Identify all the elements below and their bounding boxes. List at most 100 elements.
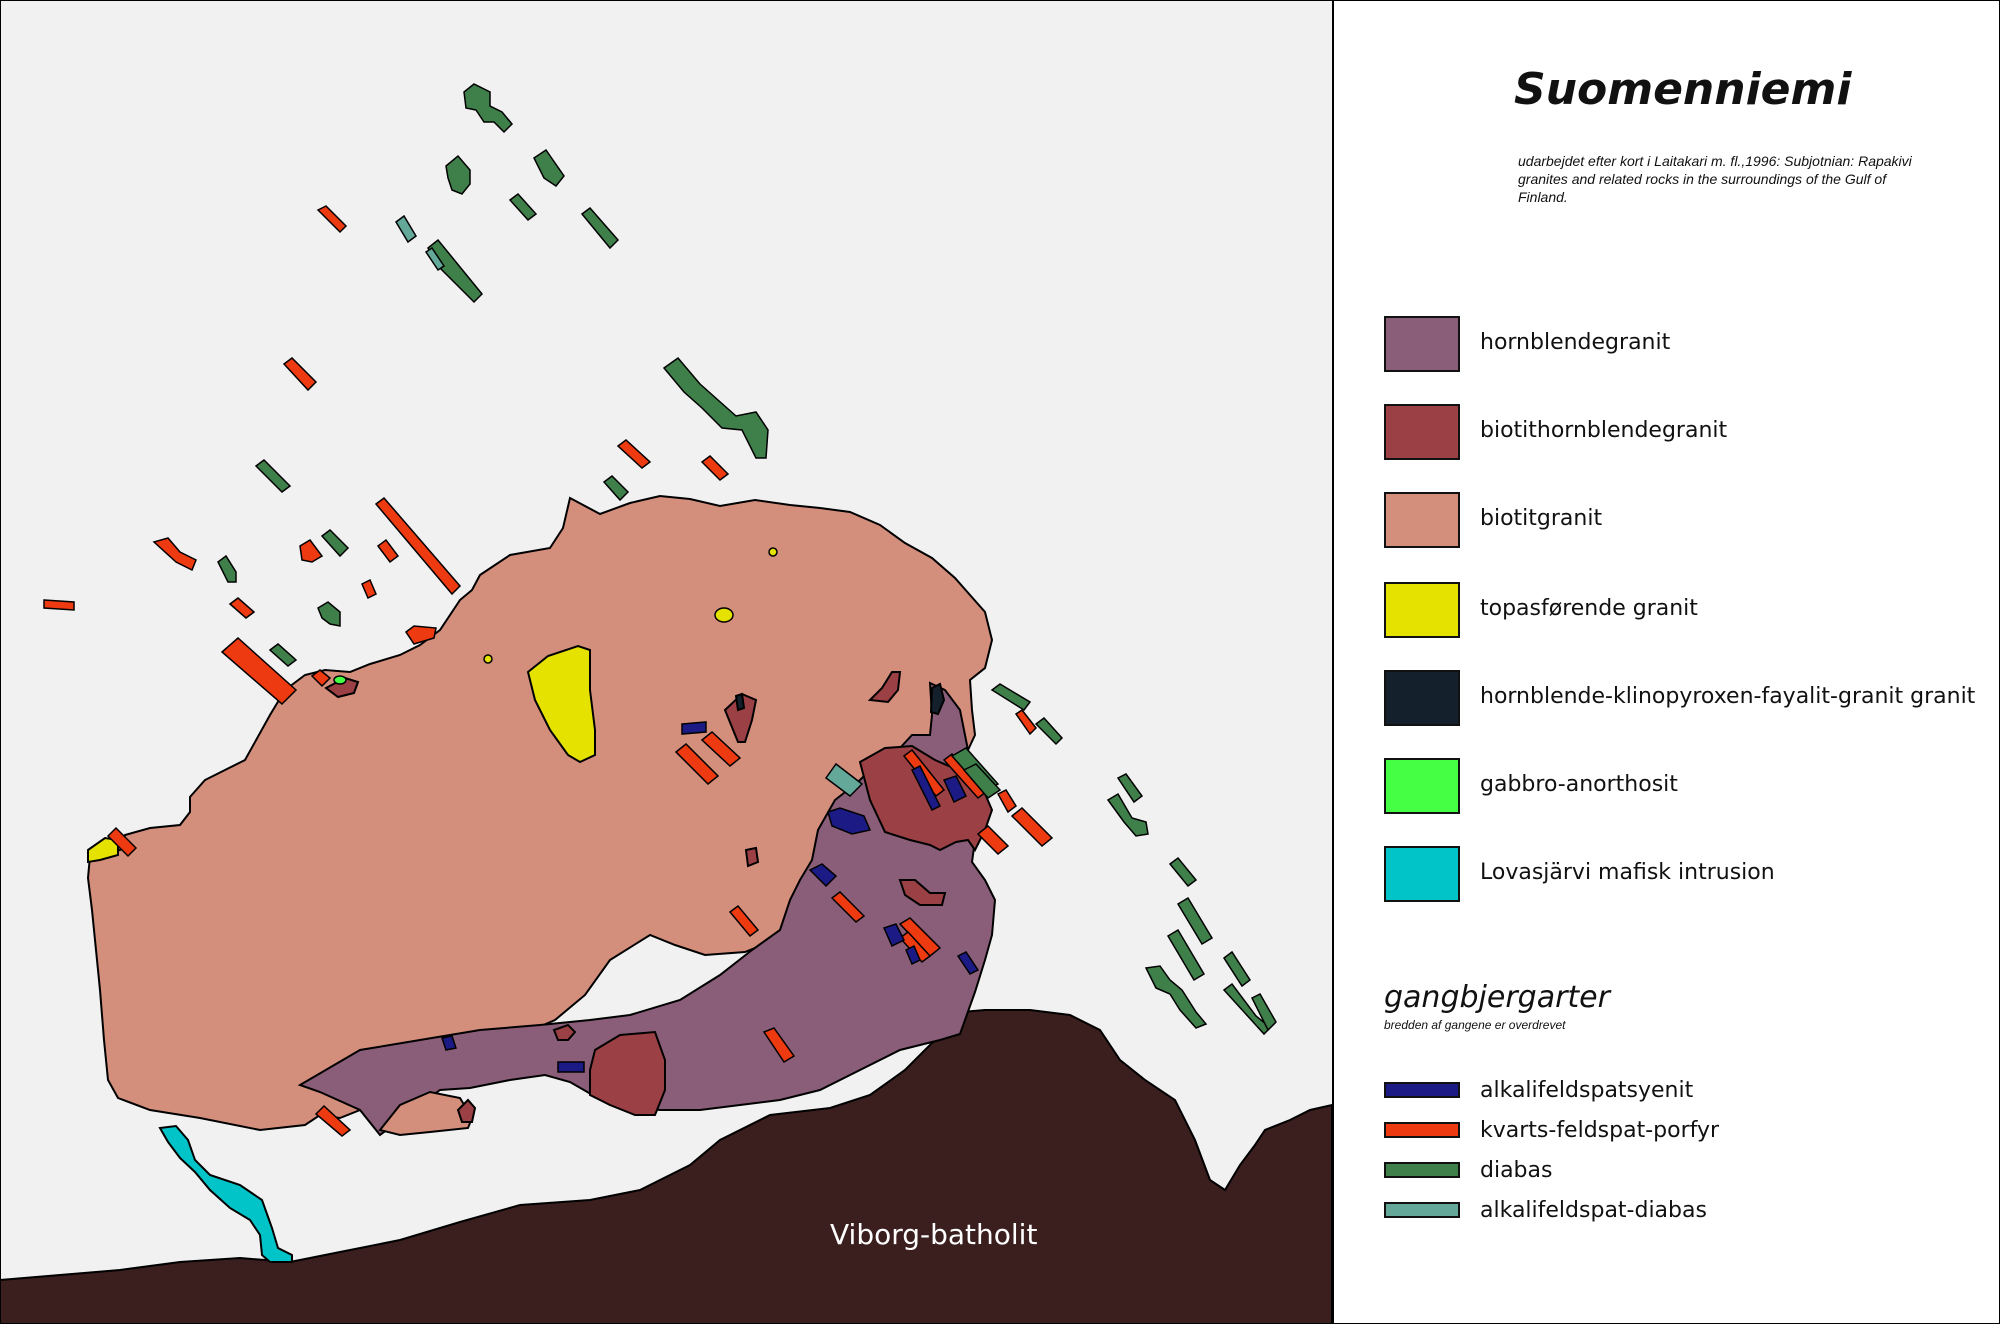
- dike-legend-label: diabas: [1480, 1158, 1553, 1183]
- alkalifeldspatsyenit-dike: [905, 944, 921, 966]
- kvarts-dike: [762, 1027, 796, 1064]
- topasforende-granit-dot-1: [714, 607, 734, 623]
- biotithornblendegranit-patch-5: [744, 846, 760, 868]
- kvarts-dike: [830, 891, 866, 923]
- kvarts-dike: [700, 455, 730, 481]
- legend-label: biotitgranit: [1480, 506, 1603, 531]
- dike-legend-swatch: [1384, 1162, 1460, 1178]
- kvarts-dike: [1014, 708, 1037, 736]
- biotithornblendegranit-patch-6: [552, 1023, 577, 1041]
- alkalifeldspatsyenit-dike: [956, 951, 980, 975]
- legend-item: hornblendegranit: [1384, 316, 1984, 374]
- diabas-dike: [445, 154, 471, 195]
- legend-item: biotitgranit: [1384, 492, 1984, 550]
- alkalifeldspat-diabas-dikes: [395, 214, 864, 797]
- legend-swatch: [1384, 670, 1460, 726]
- biotithornblendegranit-patch-7: [456, 1098, 477, 1123]
- dike-legend-swatch: [1384, 1122, 1460, 1138]
- legend-item: hornblende-klinopyroxen-fayalit-granit g…: [1384, 670, 1984, 728]
- alkalifeldspatsyenit-dike: [882, 923, 906, 948]
- legend-label: Lovasjärvi mafisk intrusion: [1480, 860, 1775, 885]
- legend-swatch: [1384, 404, 1460, 460]
- diabas-dike: [1166, 928, 1206, 982]
- diabas-dike: [962, 763, 1002, 799]
- gabbro-anorthosit-patch: [333, 675, 347, 685]
- fayalit-granit-patch-1: [929, 682, 946, 716]
- topasforende-granit-west: [87, 836, 119, 864]
- alkalifeldspatsyenit-dike: [942, 775, 968, 804]
- dike-legend-item: alkalifeldspatsyenit: [1384, 1078, 1984, 1103]
- legend-label: topasførende granit: [1480, 596, 1698, 621]
- kvarts-dike: [404, 625, 437, 645]
- diabas-dike: [268, 643, 298, 667]
- diabas-dike: [320, 529, 350, 558]
- kvarts-dike: [152, 537, 197, 572]
- alkalifeldspatsyenit-dike: [441, 1035, 457, 1051]
- legend-label: gabbro-anorthosit: [1480, 772, 1678, 797]
- kvarts-dike: [374, 496, 462, 596]
- kvarts-dike: [316, 205, 348, 234]
- legend-label: hornblendegranit: [1480, 330, 1671, 355]
- alkalifeldspat-diabas-dike: [824, 762, 864, 797]
- batholit-label: Viborg-batholit: [830, 1218, 1038, 1251]
- legend-label: hornblende-klinopyroxen-fayalit-granit g…: [1480, 684, 1976, 709]
- alkalifeldspatsyenit-dike: [557, 1061, 585, 1073]
- biotithornblendegranit-patch-3: [867, 671, 902, 704]
- kvarts-dike: [310, 669, 332, 688]
- kvarts-dike: [43, 599, 75, 611]
- diabas-dike: [1250, 993, 1277, 1032]
- diabas-dike: [463, 83, 514, 134]
- legend-item: Lovasjärvi mafisk intrusion: [1384, 846, 1984, 904]
- kvarts-dike: [314, 1104, 352, 1137]
- map-title: Suomenniemi: [1514, 64, 1852, 115]
- dike-legend-item: diabas: [1384, 1158, 1984, 1183]
- diabas-dike: [1222, 950, 1252, 988]
- dike-legend-label: kvarts-feldspat-porfyr: [1480, 1118, 1720, 1143]
- diabas-dike: [1144, 965, 1208, 1029]
- dikes-title: gangbjergarter: [1384, 980, 1610, 1015]
- legend-label: biotithornblendegranit: [1480, 418, 1728, 443]
- dike-legend-swatch: [1384, 1202, 1460, 1218]
- kvarts-dike: [361, 578, 377, 600]
- topasforende-granit-dot-3: [483, 654, 493, 664]
- geological-map: Viborg-batholit: [0, 0, 1333, 1325]
- diabas-dike: [533, 148, 565, 188]
- diabas-dike: [1168, 856, 1198, 888]
- diabas-dike: [508, 192, 538, 222]
- dike-legend-label: alkalifeldspat-diabas: [1480, 1198, 1707, 1223]
- topasforende-granit-main: [526, 644, 596, 764]
- kvarts-dike: [1010, 806, 1054, 848]
- kvarts-dike: [700, 731, 742, 767]
- alkalifeldspat-diabas-dike: [395, 214, 417, 244]
- diabas-dike: [317, 601, 341, 627]
- legend-item: gabbro-anorthosit: [1384, 758, 1984, 816]
- kvarts-dike: [376, 538, 400, 564]
- diabas-dikes: [217, 83, 1277, 1036]
- legend-swatch: [1384, 582, 1460, 638]
- legend-swatch: [1384, 316, 1460, 372]
- fayalit-granit-patch-2: [734, 692, 746, 712]
- diabas-dike: [1034, 716, 1064, 746]
- alkalifeldspatsyenit-dike: [808, 863, 838, 888]
- map-svg: [0, 0, 1333, 1325]
- diabas-dike: [1116, 773, 1144, 804]
- diabas-dike: [1176, 896, 1214, 946]
- kvarts-dike: [228, 597, 256, 619]
- diabas-dike: [254, 459, 292, 493]
- diabas-dike: [217, 554, 237, 583]
- biotithornblendegranit-south: [589, 1030, 666, 1116]
- kvarts-dike: [220, 636, 298, 706]
- diabas-dike: [580, 206, 620, 250]
- dike-legend-label: alkalifeldspatsyenit: [1480, 1078, 1694, 1103]
- alkalifeldspatsyenit-dike: [910, 764, 942, 812]
- alkalifeldspatsyenit-dike: [681, 721, 707, 735]
- kvarts-dike: [674, 742, 720, 786]
- kvarts-dike: [996, 789, 1018, 814]
- kvarts-dike: [106, 826, 138, 858]
- kvarts-dike: [728, 904, 760, 938]
- legend-item: topasførende granit: [1384, 582, 1984, 640]
- legend-swatch: [1384, 492, 1460, 548]
- alkalifeldspat-diabas-dike: [424, 246, 446, 272]
- kvarts-feldspat-porfyr-dikes: [43, 205, 1054, 1137]
